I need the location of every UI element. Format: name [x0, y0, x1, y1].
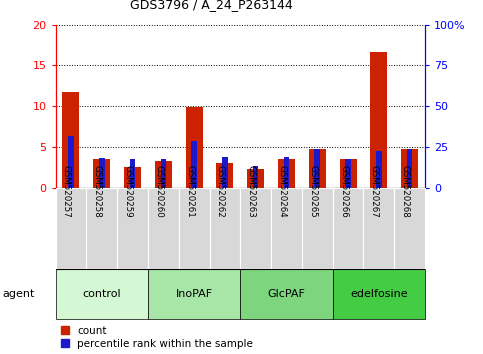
- Bar: [345, 159, 351, 188]
- Bar: [185, 107, 202, 188]
- Bar: [247, 169, 264, 188]
- Text: GSM520258: GSM520258: [93, 165, 102, 218]
- Bar: [333, 188, 364, 269]
- Bar: [376, 151, 382, 188]
- Bar: [93, 159, 110, 188]
- Bar: [155, 161, 172, 188]
- Text: GSM520261: GSM520261: [185, 165, 194, 218]
- Bar: [278, 159, 295, 188]
- Bar: [99, 158, 104, 188]
- Text: GSM520268: GSM520268: [400, 165, 410, 218]
- Bar: [148, 188, 179, 269]
- Text: GSM520265: GSM520265: [308, 165, 317, 218]
- Bar: [253, 166, 258, 188]
- Bar: [340, 159, 356, 188]
- Bar: [148, 269, 241, 319]
- Bar: [240, 269, 333, 319]
- Text: GlcPAF: GlcPAF: [268, 289, 305, 299]
- Bar: [62, 92, 79, 188]
- Bar: [370, 52, 387, 188]
- Bar: [191, 141, 197, 188]
- Bar: [56, 188, 86, 269]
- Bar: [56, 269, 148, 319]
- Bar: [407, 149, 412, 188]
- Legend: count, percentile rank within the sample: count, percentile rank within the sample: [61, 326, 253, 349]
- Text: GSM520260: GSM520260: [154, 165, 163, 218]
- Bar: [284, 158, 289, 188]
- Text: GSM520267: GSM520267: [370, 165, 379, 218]
- Bar: [401, 149, 418, 188]
- Bar: [240, 188, 271, 269]
- Text: GDS3796 / A_24_P263144: GDS3796 / A_24_P263144: [130, 0, 293, 11]
- Bar: [179, 188, 210, 269]
- Bar: [333, 269, 425, 319]
- Bar: [160, 159, 166, 188]
- Bar: [86, 188, 117, 269]
- Bar: [68, 136, 74, 188]
- Text: GSM520262: GSM520262: [216, 165, 225, 218]
- Bar: [394, 188, 425, 269]
- Text: control: control: [83, 289, 121, 299]
- Text: GSM520263: GSM520263: [247, 165, 256, 218]
- Text: InoPAF: InoPAF: [175, 289, 213, 299]
- Text: edelfosine: edelfosine: [350, 289, 408, 299]
- Bar: [222, 157, 227, 188]
- Bar: [302, 188, 333, 269]
- Text: GSM520264: GSM520264: [277, 165, 286, 218]
- Text: GSM520266: GSM520266: [339, 165, 348, 218]
- Bar: [309, 149, 326, 188]
- Text: GSM520259: GSM520259: [124, 165, 132, 218]
- Bar: [130, 159, 135, 188]
- Text: GSM520257: GSM520257: [62, 165, 71, 218]
- Bar: [364, 188, 394, 269]
- Text: agent: agent: [2, 289, 35, 299]
- Bar: [124, 167, 141, 188]
- Bar: [117, 188, 148, 269]
- Bar: [271, 188, 302, 269]
- Bar: [210, 188, 240, 269]
- Bar: [314, 149, 320, 188]
- Bar: [216, 163, 233, 188]
